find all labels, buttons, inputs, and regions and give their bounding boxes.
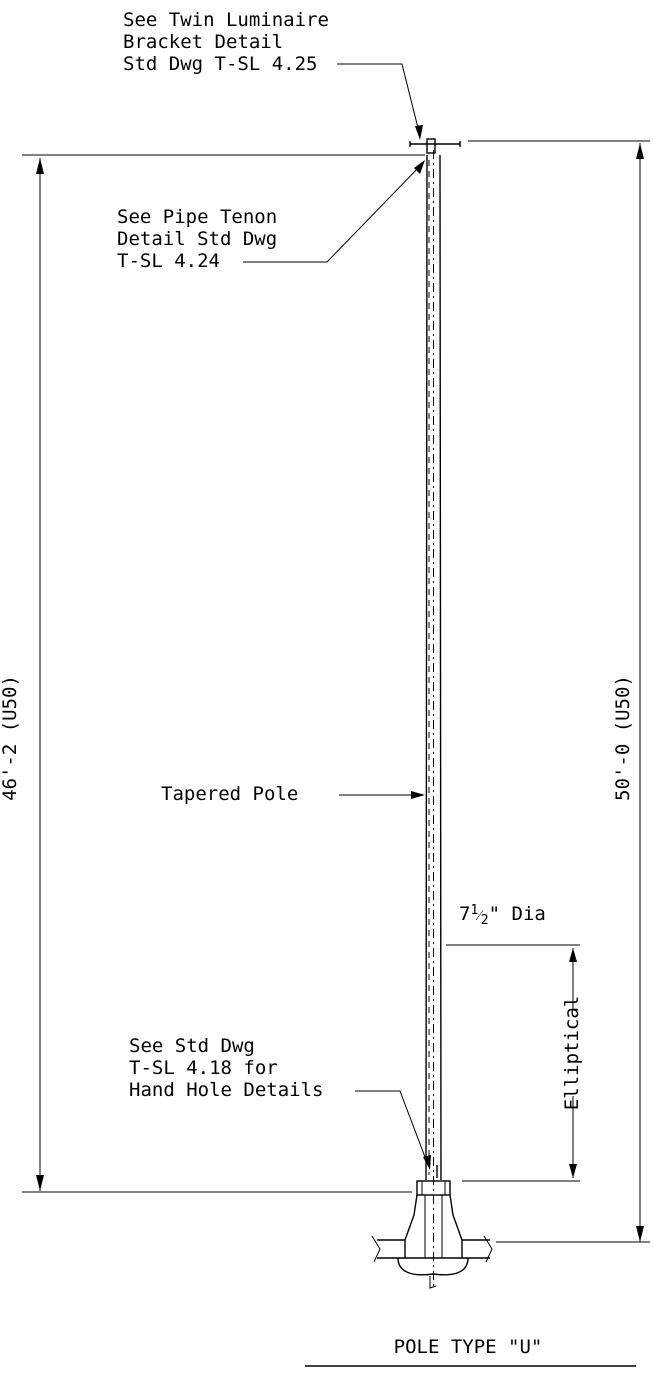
left-height-label: 46'-2 (U50) bbox=[0, 675, 21, 801]
bracket-callout: See Twin Luminaire Bracket Detail Std Dw… bbox=[123, 9, 423, 140]
elliptical-label: Elliptical bbox=[561, 996, 583, 1110]
tenon-leader bbox=[243, 163, 423, 263]
twin-luminaire-bracket bbox=[409, 138, 461, 154]
right-height-dimension: 50'-0 (U50) bbox=[612, 143, 644, 1242]
diameter-callout: 71⁄2" Dia bbox=[446, 903, 580, 946]
handhole-leader-arrow bbox=[423, 1155, 431, 1170]
diameter-label: 71⁄2" Dia bbox=[459, 903, 546, 928]
handhole-callout-line-2: T-SL 4.18 for bbox=[129, 1057, 278, 1079]
tapered-pole-callout: Tapered Pole bbox=[161, 783, 425, 805]
tapered-pole bbox=[425, 150, 442, 1290]
handhole-leader bbox=[355, 1090, 429, 1166]
tenon-callout-line-1: See Pipe Tenon bbox=[117, 206, 277, 228]
bracket-callout-line-2: Bracket Detail bbox=[123, 31, 283, 53]
title-text: POLE TYPE "U" bbox=[394, 1336, 543, 1358]
bracket-leader bbox=[337, 63, 421, 137]
handhole-callout: See Std Dwg T-SL 4.18 for Hand Hole Deta… bbox=[129, 1035, 438, 1178]
tenon-callout: See Pipe Tenon Detail Std Dwg T-SL 4.24 bbox=[117, 160, 425, 272]
handhole-callout-line-1: See Std Dwg bbox=[129, 1035, 255, 1057]
left-height-dimension: 46'-2 (U50) bbox=[0, 158, 44, 1191]
tenon-callout-line-2: Detail Std Dwg bbox=[117, 228, 277, 250]
drawing-title: POLE TYPE "U" bbox=[305, 1336, 636, 1367]
bracket-leader-arrow bbox=[415, 125, 423, 140]
tapered-pole-label: Tapered Pole bbox=[161, 783, 298, 805]
pole-base bbox=[371, 1180, 493, 1289]
elliptical-dimension: Elliptical bbox=[561, 948, 583, 1178]
handhole-callout-line-3: Hand Hole Details bbox=[129, 1079, 323, 1101]
bracket-callout-line-3: Std Dwg T-SL 4.25 bbox=[123, 53, 317, 75]
tenon-callout-line-3: T-SL 4.24 bbox=[117, 250, 220, 272]
tenon-leader-arrow bbox=[414, 160, 425, 174]
bracket-callout-line-1: See Twin Luminaire bbox=[123, 9, 329, 31]
right-height-label: 50'-0 (U50) bbox=[612, 675, 634, 801]
